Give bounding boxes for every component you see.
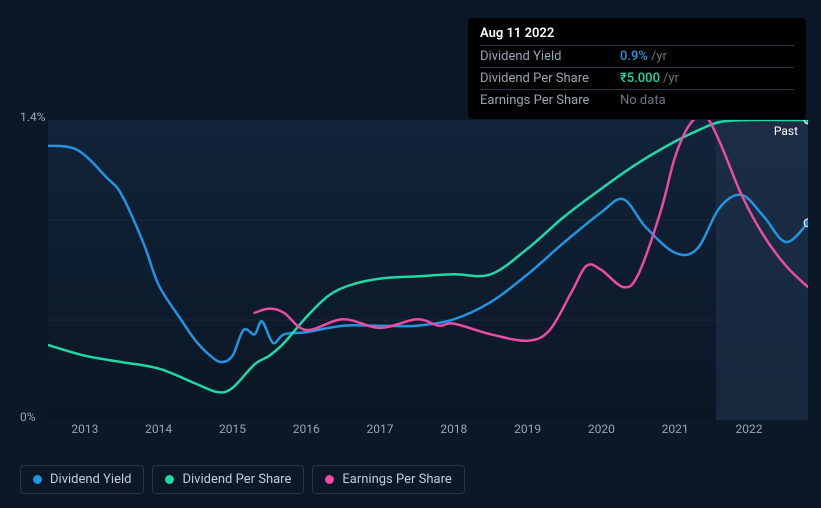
tooltip-unit: /yr — [651, 49, 667, 64]
legend-item-eps[interactable]: Earnings Per Share — [312, 465, 464, 494]
x-tick: 2019 — [514, 422, 541, 436]
tooltip-label: Earnings Per Share — [480, 93, 620, 108]
tooltip-date: Aug 11 2022 — [480, 26, 794, 41]
x-tick: 2013 — [71, 422, 98, 436]
legend-label: Earnings Per Share — [342, 472, 451, 487]
hover-tooltip: Aug 11 2022 Dividend Yield 0.9%/yr Divid… — [468, 18, 806, 119]
x-tick: 2017 — [367, 422, 394, 436]
y-axis-label: 1.4% — [20, 110, 45, 124]
legend-item-dps[interactable]: Dividend Per Share — [152, 465, 304, 494]
chart-legend: Dividend Yield Dividend Per Share Earnin… — [20, 465, 465, 494]
past-label: Past — [774, 124, 798, 138]
tooltip-value: 0.9% — [620, 49, 648, 64]
tooltip-value: No data — [620, 93, 666, 108]
tooltip-row: Earnings Per Share No data — [480, 89, 794, 111]
legend-item-yield[interactable]: Dividend Yield — [20, 465, 144, 494]
x-tick: 2014 — [145, 422, 172, 436]
tooltip-unit: /yr — [663, 71, 679, 86]
tooltip-row: Dividend Per Share ₹5.000/yr — [480, 67, 794, 89]
tooltip-label: Dividend Per Share — [480, 71, 620, 86]
legend-label: Dividend Yield — [50, 472, 131, 487]
x-tick: 2022 — [735, 422, 762, 436]
x-tick: 2021 — [662, 422, 689, 436]
legend-label: Dividend Per Share — [182, 472, 291, 487]
dividend-chart[interactable]: 1.4% 0% Past 201320142015201620172018201… — [20, 102, 810, 452]
tooltip-value: ₹5.000 — [620, 71, 660, 86]
legend-dot — [33, 475, 42, 484]
tooltip-row: Dividend Yield 0.9%/yr — [480, 45, 794, 67]
chart-plot — [48, 120, 808, 420]
x-axis: 2013 2014 2015 2016 2017 2018 2019 2020 2021 2022 — [48, 422, 808, 442]
x-tick: 2015 — [219, 422, 246, 436]
x-tick: 2016 — [293, 422, 320, 436]
x-tick: 2018 — [440, 422, 467, 436]
y-axis-label: 0% — [20, 410, 36, 424]
tooltip-label: Dividend Yield — [480, 49, 620, 64]
x-tick: 2020 — [588, 422, 615, 436]
legend-dot — [325, 475, 334, 484]
legend-dot — [165, 475, 174, 484]
